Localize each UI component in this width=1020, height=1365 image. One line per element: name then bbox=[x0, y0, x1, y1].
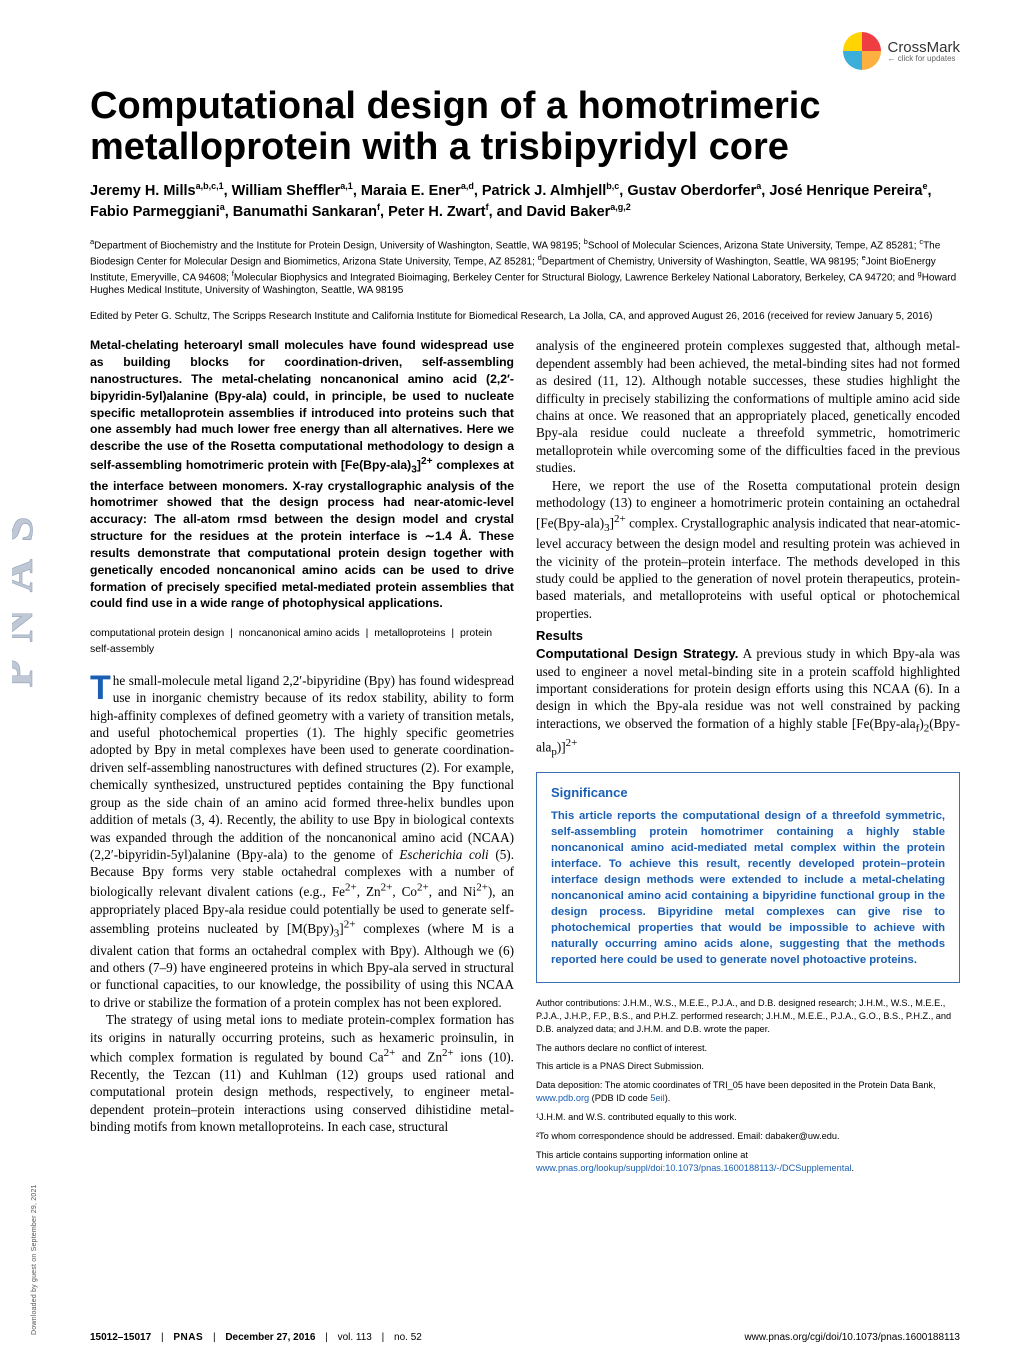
crossmark-sub: ← click for updates bbox=[887, 55, 960, 63]
significance-body: This article reports the computational d… bbox=[551, 808, 945, 968]
svg-text:P N A S: P N A S bbox=[12, 512, 42, 687]
supporting-info: This article contains supporting informa… bbox=[536, 1149, 960, 1175]
conflict-of-interest: The authors declare no conflict of inter… bbox=[536, 1042, 960, 1055]
data-deposition: Data deposition: The atomic coordinates … bbox=[536, 1079, 960, 1105]
correspondence: ²To whom correspondence should be addres… bbox=[536, 1130, 960, 1143]
crossmark-badge[interactable]: CrossMark ← click for updates bbox=[840, 26, 960, 76]
footer-doi[interactable]: www.pnas.org/cgi/doi/10.1073/pnas.160018… bbox=[744, 1332, 960, 1343]
author-contributions: Author contributions: J.H.M., W.S., M.E.… bbox=[536, 997, 960, 1036]
download-note: Downloaded by guest on September 29, 202… bbox=[31, 1184, 38, 1335]
direct-submission: This article is a PNAS Direct Submission… bbox=[536, 1060, 960, 1073]
equal-contribution: ¹J.H.M. and W.S. contributed equally to … bbox=[536, 1111, 960, 1124]
right-para-1: analysis of the engineered protein compl… bbox=[536, 337, 960, 476]
crossmark-icon bbox=[843, 32, 881, 70]
results-heading: Results bbox=[536, 628, 960, 643]
significance-title: Significance bbox=[551, 785, 945, 800]
footer-journal: PNAS bbox=[173, 1332, 203, 1343]
article-metadata: Author contributions: J.H.M., W.S., M.E.… bbox=[536, 997, 960, 1175]
right-para-2: Here, we report the use of the Rosetta c… bbox=[536, 477, 960, 623]
keywords: computational protein design | noncanoni… bbox=[90, 626, 514, 658]
crossmark-label: CrossMark bbox=[887, 40, 960, 55]
pnas-spine-logo: P N A S P N A S bbox=[12, 300, 52, 900]
results-para: Computational Design Strategy. A previou… bbox=[536, 645, 960, 759]
abstract: Metal-chelating heteroaryl small molecul… bbox=[90, 337, 514, 612]
intro-para-1: T he small-molecule metal ligand 2,2′-bi… bbox=[90, 672, 514, 1012]
page-footer: 15012–15017 | PNAS | December 27, 2016 |… bbox=[90, 1332, 960, 1343]
dropcap: T bbox=[90, 672, 113, 703]
footer-pages: 15012–15017 bbox=[90, 1332, 151, 1343]
intro-para-2: The strategy of using metal ions to medi… bbox=[90, 1011, 514, 1135]
significance-box: Significance This article reports the co… bbox=[536, 772, 960, 983]
footer-date: December 27, 2016 bbox=[225, 1332, 315, 1343]
affiliations: aDepartment of Biochemistry and the Inst… bbox=[90, 237, 960, 298]
edited-by: Edited by Peter G. Schultz, The Scripps … bbox=[90, 310, 960, 324]
article-title: Computational design of a homotrimeric m… bbox=[90, 86, 960, 168]
author-list: Jeremy H. Millsa,b,c,1, William Sheffler… bbox=[90, 180, 960, 223]
footer-no: no. 52 bbox=[394, 1332, 422, 1343]
footer-vol: vol. 113 bbox=[338, 1332, 372, 1343]
